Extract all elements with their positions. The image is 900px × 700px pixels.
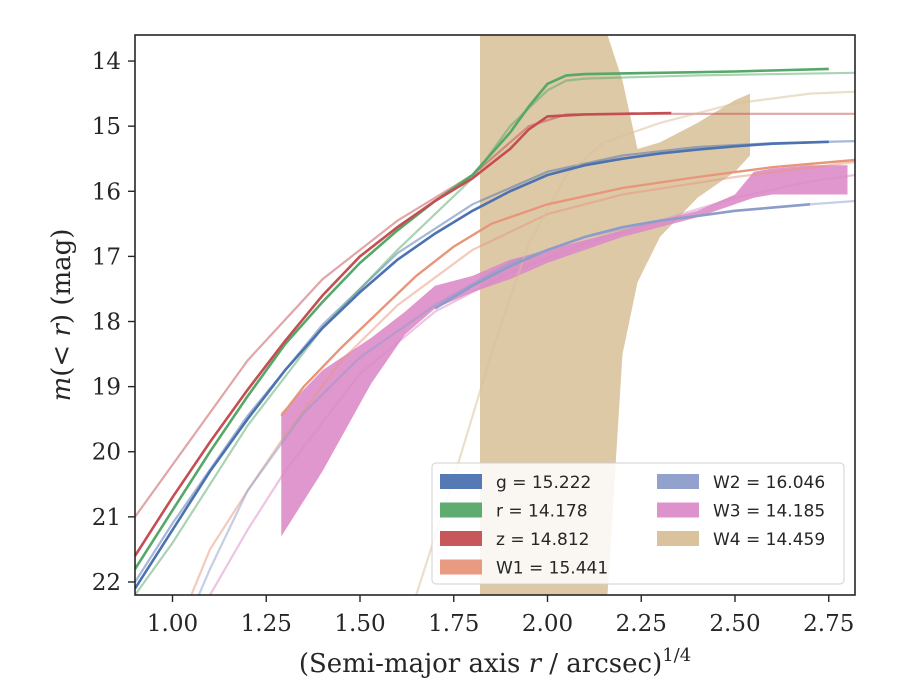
y-tick-label: 16 — [92, 179, 121, 205]
x-axis: 1.00 1.25 1.50 1.75 2.00 2.25 2.50 2.75 — [147, 595, 854, 637]
x-tick-label: 1.75 — [428, 611, 479, 637]
series-line-w2 — [434, 203, 811, 310]
series-line-w1 — [280, 158, 855, 417]
y-tick-label: 21 — [92, 505, 121, 531]
legend-swatch-w1 — [440, 559, 482, 575]
series-line-r — [135, 67, 829, 570]
x-tick-label: 2.00 — [522, 611, 573, 637]
x-tick-label: 1.50 — [334, 611, 385, 637]
legend-swatch-g — [440, 474, 482, 489]
model-curve-w1 — [190, 160, 855, 595]
legend-swatch-z — [440, 531, 482, 546]
legend-label-z: z = 14.812 — [496, 530, 589, 550]
y-tick-label: 19 — [92, 375, 121, 401]
y-tick-label: 20 — [92, 440, 121, 466]
x-axis-label: (Semi-major axis r / arcsec)1/4 — [299, 645, 691, 679]
legend-label-w3: W3 = 14.185 — [713, 502, 825, 522]
y-axis: 14 15 16 17 18 19 20 21 22 — [92, 49, 135, 596]
legend-label-g: g = 15.222 — [496, 473, 591, 493]
series-line-layer — [135, 67, 855, 590]
x-tick-label: 1.25 — [241, 611, 292, 637]
legend-label-w1: W1 = 15.441 — [496, 559, 608, 579]
x-tick-label: 1.00 — [147, 611, 198, 637]
legend-swatch-w3 — [657, 502, 699, 518]
x-tick-label: 2.50 — [709, 611, 760, 637]
y-tick-label: 14 — [92, 49, 121, 75]
plot-frame — [134, 34, 856, 596]
legend: g = 15.222 r = 14.178 z = 14.812 W1 = 15.44… — [431, 462, 845, 585]
series-line-z — [135, 111, 672, 557]
x-tick-label: 2.25 — [616, 611, 667, 637]
y-tick-label: 15 — [92, 114, 121, 140]
legend-label-w2: W2 = 16.046 — [713, 473, 825, 493]
legend-swatch-r — [440, 502, 482, 518]
y-tick-label: 22 — [92, 570, 121, 596]
x-tick-label: 2.75 — [803, 611, 854, 637]
y-tick-label: 18 — [92, 310, 121, 336]
series-line-g — [135, 140, 829, 590]
legend-swatch-w2 — [657, 474, 699, 489]
legend-box — [431, 462, 845, 585]
y-tick-label: 17 — [92, 244, 121, 270]
legend-label-w4: W4 = 14.459 — [713, 530, 825, 550]
legend-label-r: r = 14.178 — [496, 502, 588, 522]
y-axis-label: m(< r) (mag) — [47, 229, 77, 402]
model-curve-w3 — [209, 173, 855, 595]
legend-swatch-w4 — [657, 531, 699, 546]
model-curve-w4 — [415, 90, 855, 595]
